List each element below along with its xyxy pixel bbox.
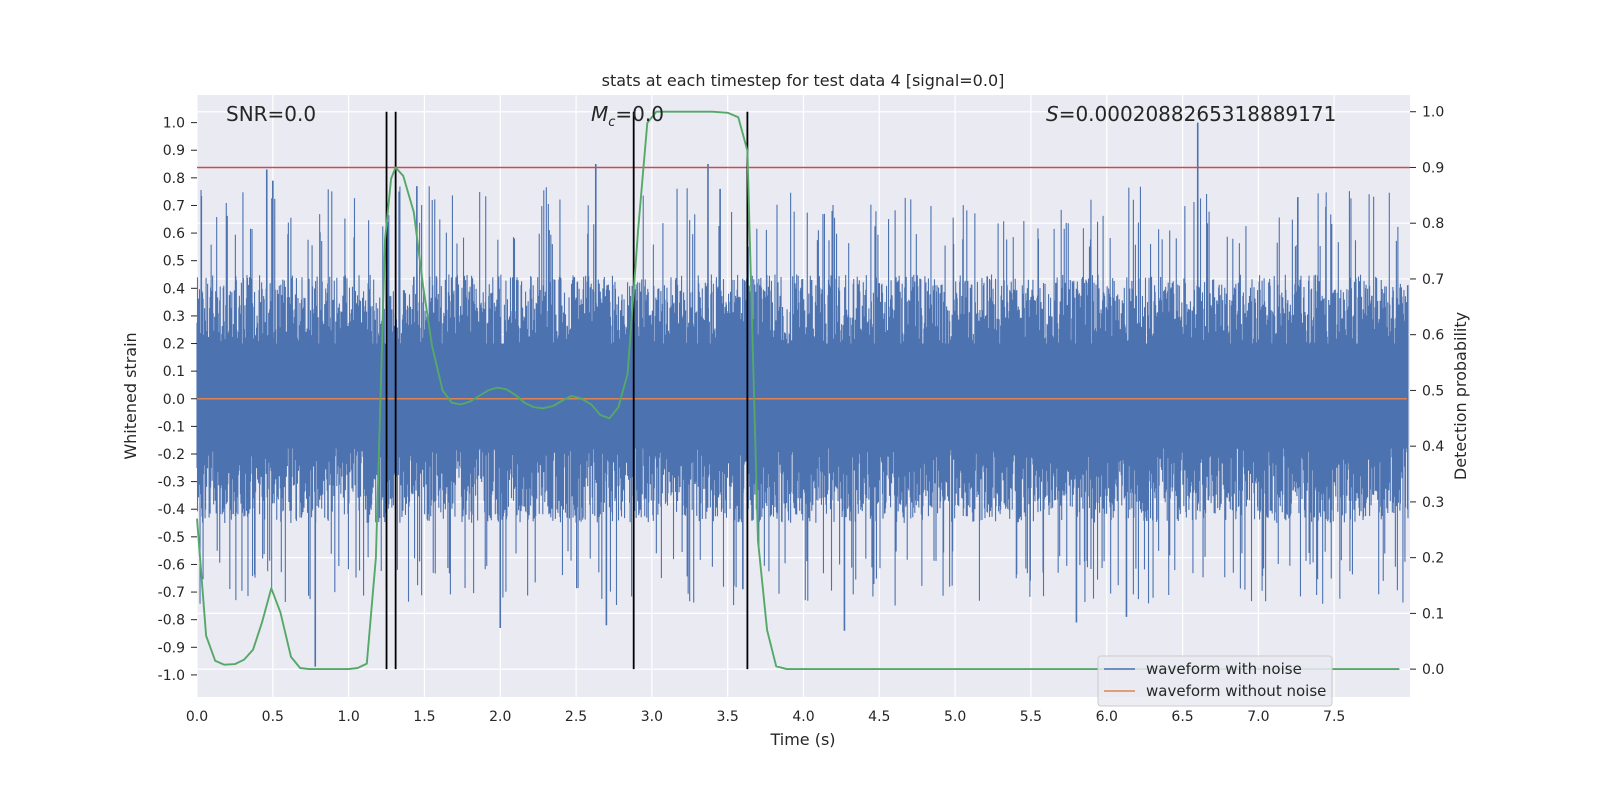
y-right-tick-label: 0.8 <box>1422 216 1444 232</box>
y-tick-label: 1.0 <box>163 116 185 132</box>
x-tick-label: 1.5 <box>413 709 435 725</box>
y-right-tick-label: 0.3 <box>1422 495 1444 511</box>
y-tick-label: 0.7 <box>163 198 185 214</box>
noise-core-band <box>197 343 1407 449</box>
x-tick-label: 3.5 <box>717 709 739 725</box>
y-tick-label: -0.4 <box>158 502 185 518</box>
x-tick-label: 5.5 <box>1020 709 1042 725</box>
x-tick-label: 2.0 <box>489 709 511 725</box>
x-tick-label: 0.5 <box>262 709 284 725</box>
x-tick-label: 6.0 <box>1096 709 1118 725</box>
legend-label-noise: waveform with noise <box>1146 660 1302 678</box>
y-tick-label: -0.5 <box>158 530 185 546</box>
y-right-tick-label: 0.4 <box>1422 439 1444 455</box>
plot-area <box>196 110 1410 671</box>
statistic-symbol: S <box>1046 102 1059 126</box>
y-right-tick-label: 0.5 <box>1422 383 1444 399</box>
y-axis-left-ticks: 1.0 0.9 0.8 0.7 0.6 0.5 0.4 0.3 0.2 0.1 0.0 -0.1 -0.… <box>158 116 197 684</box>
x-tick-label: 3.0 <box>641 709 663 725</box>
y-tick-label: -1.0 <box>158 668 185 684</box>
chirp-mass-symbol: M <box>591 102 608 126</box>
x-tick-label: 2.5 <box>565 709 587 725</box>
y-right-tick-label: 0.0 <box>1422 662 1444 678</box>
y-right-tick-label: 0.7 <box>1422 272 1444 288</box>
y-right-tick-label: 0.1 <box>1422 606 1444 622</box>
y-right-tick-label: 1.0 <box>1422 105 1444 121</box>
probability-line <box>196 110 1400 671</box>
x-tick-label: 7.5 <box>1323 709 1345 725</box>
x-tick-label: 1.0 <box>337 709 359 725</box>
x-axis-label: Time (s) <box>769 730 835 749</box>
y-tick-label: -0.7 <box>158 585 185 601</box>
y-tick-label: -0.3 <box>158 475 185 491</box>
chirp-mass-subscript: c <box>608 115 615 130</box>
y-tick-label: 0.9 <box>163 143 185 159</box>
legend: waveform with noise waveform without noi… <box>1097 655 1333 707</box>
y-right-tick-label: 0.9 <box>1422 160 1444 176</box>
y-tick-label: -0.8 <box>158 613 185 629</box>
statistic-value: =0.0002088265318889171 <box>1059 102 1337 126</box>
y-axis-right-label: Detection probability <box>1451 312 1470 480</box>
x-axis-ticks: 0.0 0.5 1.0 1.5 2.0 2.5 3.0 3.5 4.0 4.5 5.0 5.5 6.0 6… <box>186 709 1345 725</box>
y-tick-label: -0.6 <box>158 557 185 573</box>
y-tick-label: -0.9 <box>158 640 185 656</box>
legend-box <box>1097 655 1333 707</box>
y-tick-label: 0.3 <box>163 309 185 325</box>
y-tick-label: 0.1 <box>163 364 185 380</box>
chirp-mass-annotation: Mc=0.0 <box>591 102 664 130</box>
x-tick-label: 5.0 <box>944 709 966 725</box>
snr-annotation: SNR=0.0 <box>226 102 316 126</box>
x-tick-label: 4.5 <box>868 709 890 725</box>
y-right-tick-label: 0.6 <box>1422 328 1444 344</box>
chart-title: stats at each timestep for test data 4 [… <box>602 71 1005 90</box>
y-tick-label: 0.8 <box>163 171 185 187</box>
y-right-tick-label: 0.2 <box>1422 551 1444 567</box>
y-tick-label: -0.2 <box>158 447 185 463</box>
y-axis-right-ticks: 1.0 0.9 0.8 0.7 0.6 0.5 0.4 0.3 0.2 0.1 0.0 <box>1410 105 1444 678</box>
x-tick-label: 7.0 <box>1247 709 1269 725</box>
y-tick-label: 0.5 <box>163 254 185 270</box>
x-tick-label: 6.5 <box>1171 709 1193 725</box>
y-tick-label: 0.4 <box>163 281 185 297</box>
legend-label-clean: waveform without noise <box>1146 682 1326 700</box>
x-tick-label: 4.0 <box>792 709 814 725</box>
statistic-annotation: S=0.0002088265318889171 <box>1046 102 1336 126</box>
y-tick-label: 0.0 <box>163 392 185 408</box>
y-tick-label: -0.1 <box>158 419 185 435</box>
y-axis-label: Whitened strain <box>121 332 140 459</box>
y-tick-label: 0.6 <box>163 226 185 242</box>
x-tick-label: 0.0 <box>186 709 208 725</box>
y-tick-label: 0.2 <box>163 337 185 353</box>
chirp-mass-value: =0.0 <box>615 102 664 126</box>
